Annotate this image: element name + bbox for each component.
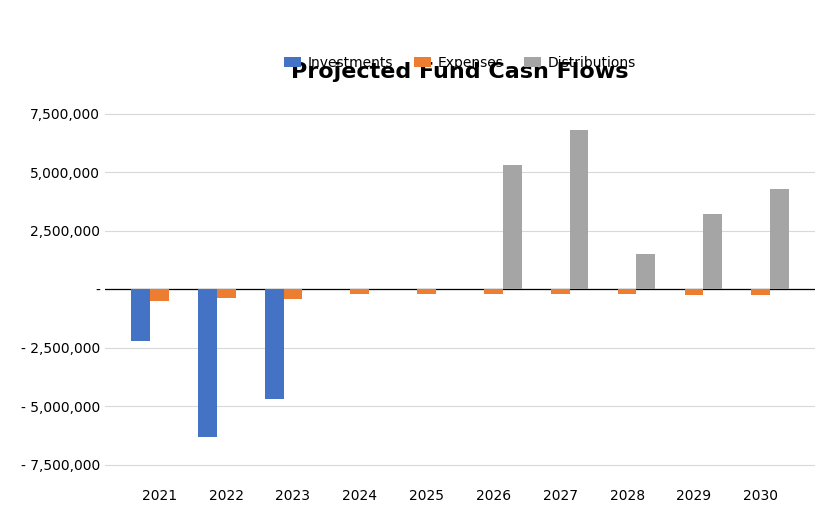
Legend: Investments, Expenses, Distributions: Investments, Expenses, Distributions <box>278 51 642 75</box>
Bar <box>752 289 770 295</box>
Bar <box>551 289 569 294</box>
Bar <box>618 289 636 294</box>
Title: Projected Fund Cash Flows: Projected Fund Cash Flows <box>291 62 629 82</box>
Bar <box>703 214 722 289</box>
Bar <box>350 289 370 294</box>
Bar <box>131 289 150 341</box>
Bar <box>502 165 522 289</box>
Bar <box>265 289 283 399</box>
Bar <box>217 289 236 298</box>
Bar <box>569 130 589 289</box>
Bar <box>417 289 436 294</box>
Bar <box>283 289 303 299</box>
Bar <box>198 289 217 436</box>
Bar <box>770 189 789 289</box>
Bar <box>685 289 703 295</box>
Bar <box>636 254 655 289</box>
Bar <box>150 289 169 301</box>
Bar <box>484 289 502 294</box>
